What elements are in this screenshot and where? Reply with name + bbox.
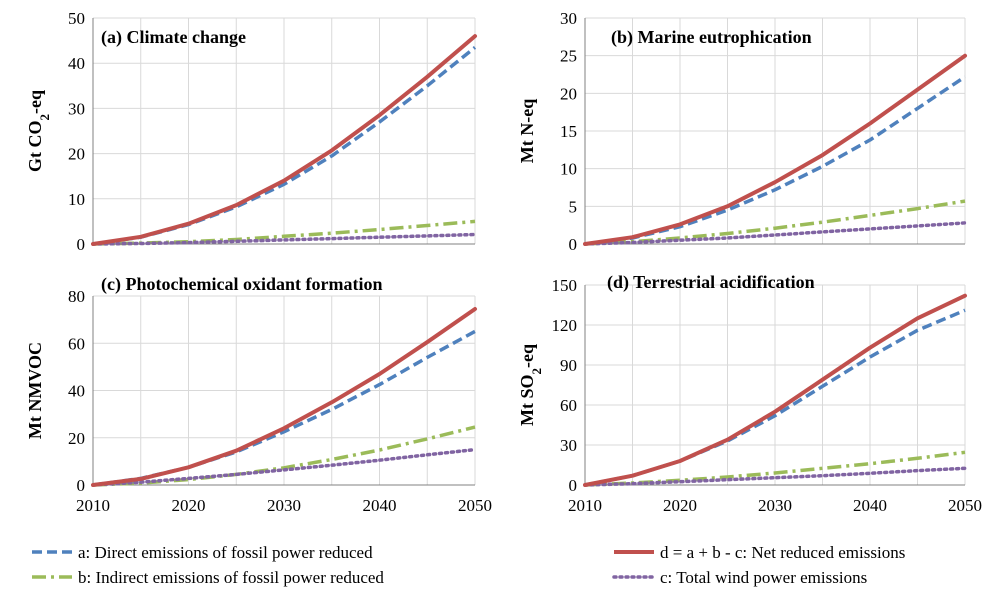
chart-panel-4: 0 30 60 90 120 150 2010 2020 2030 2040 2050 (d) Ter… (517, 272, 982, 515)
x-tick-label: 2010 (76, 496, 110, 515)
y-tick-label: 20 (560, 84, 577, 103)
x-tick-label: 2040 (363, 496, 397, 515)
panel-title: (a) Climate change (101, 27, 246, 48)
chart-panel-1: 0 10 20 30 40 50 (a) Climate change Gt CO2-eq (25, 9, 477, 254)
y-axis-label: Gt CO2-eq (25, 90, 52, 172)
y-tick-label: 0 (569, 235, 578, 254)
y-tick-label: 90 (560, 356, 577, 375)
series-line-c (583, 466, 967, 487)
y-tick-label: 0 (77, 235, 86, 254)
legend-label-d: d = a + b - c: Net reduced emissions (660, 543, 905, 562)
series-line-d (91, 307, 477, 487)
x-tick-label: 2050 (458, 496, 492, 515)
y-tick-label: 10 (560, 160, 577, 179)
series-line-b (584, 199, 966, 246)
series-line-c (91, 232, 477, 246)
y-axis-label: Mt NMVOC (25, 342, 45, 439)
y-tick-label: 120 (552, 316, 578, 335)
x-tick-label: 2020 (172, 496, 206, 515)
series-line-d (91, 34, 477, 246)
panel-title: (b) Marine eutrophication (611, 27, 812, 48)
y-tick-label: 0 (77, 476, 86, 495)
series-line-d (583, 293, 967, 487)
y-tick-label: 60 (68, 334, 85, 353)
y-tick-label: 30 (560, 9, 577, 28)
series-line-b (92, 219, 476, 246)
y-tick-label: 30 (560, 436, 577, 455)
y-axis-label: Mt SO2-eq (517, 344, 544, 426)
y-tick-label: 0 (569, 476, 578, 495)
legend-label-a: a: Direct emissions of fossil power redu… (78, 543, 373, 562)
y-tick-label: 25 (560, 47, 577, 66)
y-tick-label: 5 (569, 197, 578, 216)
y-tick-label: 10 (68, 190, 85, 209)
series-line-c (583, 221, 967, 246)
x-tick-label: 2030 (758, 496, 792, 515)
legend: a: Direct emissions of fossil power redu… (32, 543, 905, 587)
series-line-c (91, 447, 477, 487)
panel-title: (d) Terrestrial acidification (607, 272, 815, 293)
y-tick-label: 40 (68, 54, 85, 73)
y-tick-label: 150 (552, 276, 578, 295)
y-tick-label: 20 (68, 145, 85, 164)
x-tick-label: 2050 (948, 496, 982, 515)
y-tick-label: 20 (68, 429, 85, 448)
legend-label-c: c: Total wind power emissions (660, 568, 867, 587)
y-axis-label: Mt N-eq (517, 99, 537, 163)
chart-panel-2: 0 5 10 15 20 25 30 (b) Marine eutrophication Mt … (517, 9, 967, 254)
y-tick-label: 50 (68, 9, 85, 28)
legend-label-b: b: Indirect emissions of fossil power re… (78, 568, 384, 587)
x-tick-label: 2010 (568, 496, 602, 515)
panel-title: (c) Photochemical oxidant formation (101, 274, 382, 295)
y-tick-label: 40 (68, 382, 85, 401)
x-tick-label: 2040 (853, 496, 887, 515)
y-tick-label: 15 (560, 122, 577, 141)
y-tick-label: 60 (560, 396, 577, 415)
series-line-b (92, 425, 476, 487)
series-line-d (583, 53, 967, 246)
y-tick-label: 80 (68, 287, 85, 306)
x-tick-label: 2020 (663, 496, 697, 515)
y-tick-label: 30 (68, 99, 85, 118)
x-tick-label: 2030 (267, 496, 301, 515)
